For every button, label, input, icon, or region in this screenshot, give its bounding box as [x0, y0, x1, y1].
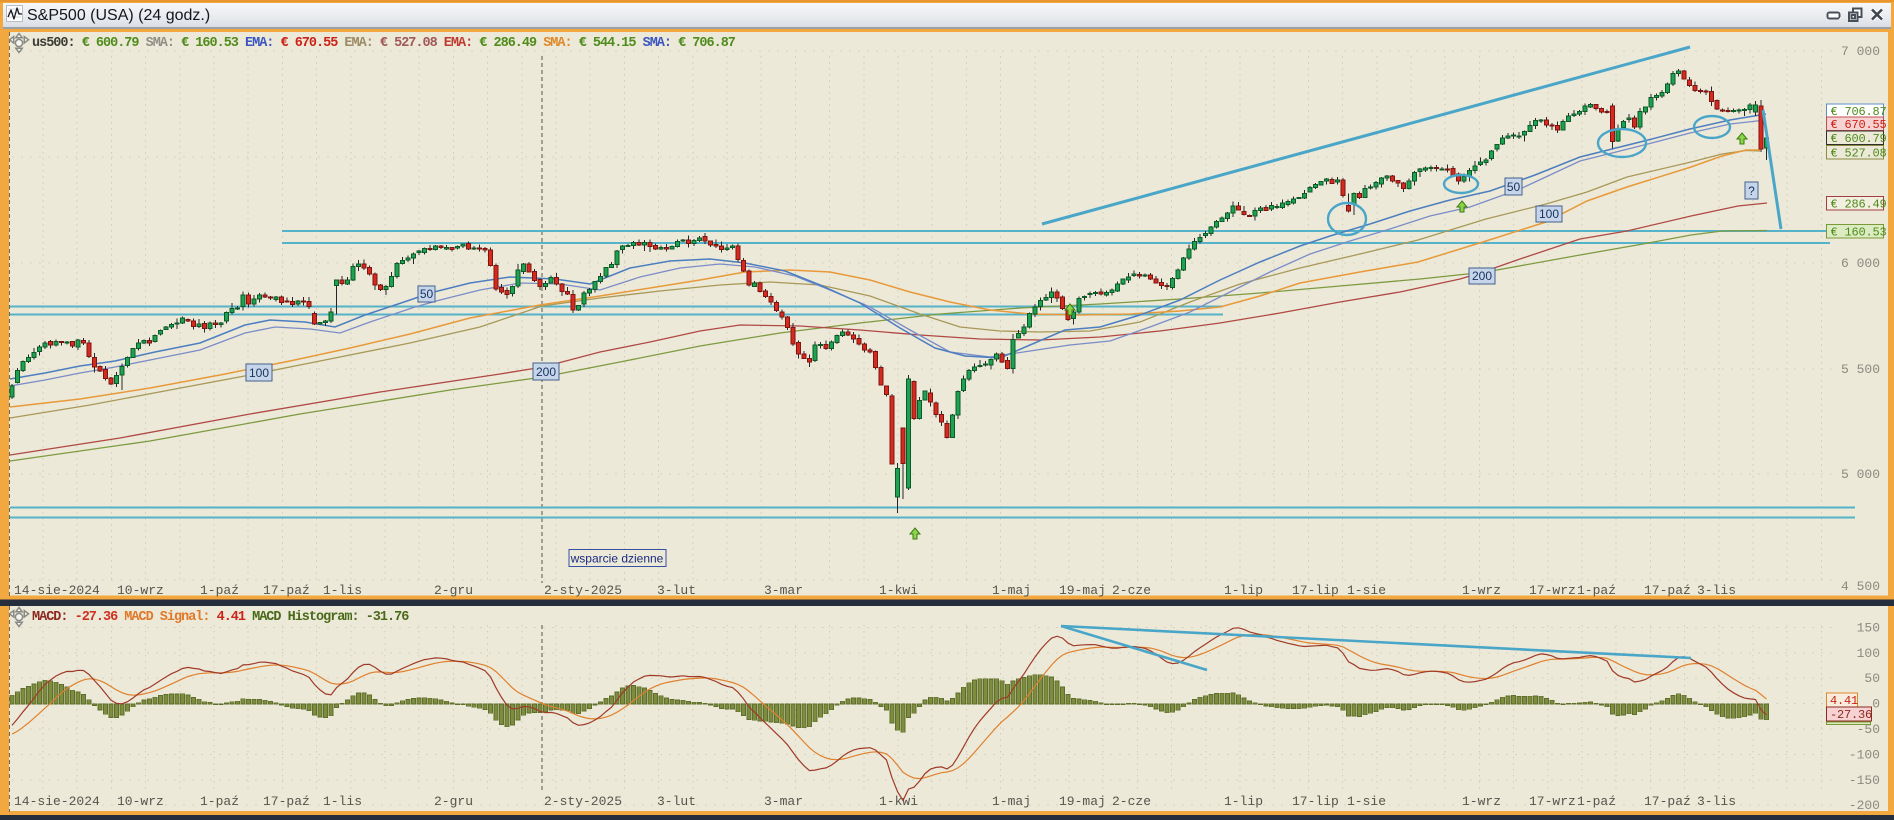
svg-text:17-lip: 17-lip: [1292, 583, 1339, 598]
svg-text:MACD Signal:: MACD Signal:: [124, 610, 216, 625]
svg-text:?: ?: [1748, 184, 1755, 198]
svg-text:200: 200: [536, 365, 556, 379]
svg-text:17-paź: 17-paź: [1644, 794, 1691, 809]
svg-text:€ 286.49: € 286.49: [479, 36, 543, 51]
svg-text:17-lip: 17-lip: [1292, 794, 1339, 809]
svg-text:14-sie-2024: 14-sie-2024: [14, 583, 100, 598]
svg-text:1-paź: 1-paź: [1577, 583, 1616, 598]
svg-text:€ 544.15: € 544.15: [579, 36, 643, 51]
svg-text:EMA:: EMA:: [245, 36, 281, 51]
svg-text:SMA:: SMA:: [146, 36, 182, 51]
svg-text:€ 600.79: € 600.79: [1831, 132, 1887, 146]
svg-text:3-lis: 3-lis: [1697, 794, 1736, 809]
svg-text:1-paź: 1-paź: [200, 794, 239, 809]
svg-text:€ 706.87: € 706.87: [678, 36, 736, 51]
svg-text:14-sie-2024: 14-sie-2024: [14, 794, 100, 809]
svg-text:6 000: 6 000: [1841, 256, 1880, 271]
svg-text:0: 0: [1872, 697, 1880, 712]
svg-text:€ 670.55: € 670.55: [281, 36, 345, 51]
svg-text:-27.36: -27.36: [75, 610, 125, 625]
svg-text:MACD:: MACD:: [32, 610, 75, 625]
svg-text:1-maj: 1-maj: [992, 583, 1031, 598]
svg-text:2-cze: 2-cze: [1112, 794, 1151, 809]
svg-text:7 000: 7 000: [1841, 44, 1880, 59]
svg-text:100: 100: [249, 366, 269, 380]
svg-text:10-wrz: 10-wrz: [117, 583, 164, 598]
svg-text:-150: -150: [1849, 773, 1880, 788]
svg-text:€ 160.53: € 160.53: [1831, 225, 1887, 239]
svg-text:19-maj: 19-maj: [1059, 583, 1106, 598]
svg-text:SMA:: SMA:: [543, 36, 579, 51]
svg-text:€ 286.49: € 286.49: [1831, 197, 1887, 211]
svg-text:4 500: 4 500: [1841, 579, 1880, 594]
svg-text:-50: -50: [1857, 722, 1880, 737]
svg-text:17-wrz: 17-wrz: [1529, 794, 1576, 809]
svg-text:2-cze: 2-cze: [1112, 583, 1151, 598]
svg-text:17-paź: 17-paź: [263, 794, 310, 809]
svg-text:1-sie: 1-sie: [1347, 794, 1386, 809]
svg-text:1-wrz: 1-wrz: [1462, 583, 1501, 598]
svg-text:5 500: 5 500: [1841, 362, 1880, 377]
svg-text:€ 527.08: € 527.08: [1831, 146, 1887, 160]
svg-text:1-lip: 1-lip: [1224, 794, 1263, 809]
svg-text:100: 100: [1539, 207, 1559, 221]
svg-text:1-maj: 1-maj: [992, 794, 1031, 809]
svg-text:€ 706.87: € 706.87: [1831, 105, 1887, 119]
svg-text:SMA:: SMA:: [643, 36, 679, 51]
svg-text:2-gru: 2-gru: [434, 583, 473, 598]
svg-text:us500:: us500:: [32, 36, 82, 51]
svg-text:-100: -100: [1849, 747, 1880, 762]
svg-text:100: 100: [1857, 646, 1880, 661]
svg-text:1-paź: 1-paź: [1577, 794, 1616, 809]
svg-text:1-paź: 1-paź: [200, 583, 239, 598]
svg-text:17-paź: 17-paź: [263, 583, 310, 598]
svg-text:1-lis: 1-lis: [323, 583, 362, 598]
svg-text:1-sie: 1-sie: [1347, 583, 1386, 598]
svg-text:1-lip: 1-lip: [1224, 583, 1263, 598]
svg-text:€ 670.55: € 670.55: [1831, 118, 1887, 132]
svg-text:1-lis: 1-lis: [323, 794, 362, 809]
svg-text:-31.76: -31.76: [366, 610, 410, 625]
svg-text:EMA:: EMA:: [344, 36, 380, 51]
svg-text:50: 50: [420, 287, 434, 301]
svg-text:3-mar: 3-mar: [764, 794, 803, 809]
svg-text:wsparcie dzienne: wsparcie dzienne: [570, 552, 664, 566]
svg-text:10-wrz: 10-wrz: [117, 794, 164, 809]
svg-text:50: 50: [1864, 671, 1880, 686]
svg-text:5 000: 5 000: [1841, 467, 1880, 482]
svg-text:3-mar: 3-mar: [764, 583, 803, 598]
svg-text:150: 150: [1857, 620, 1880, 635]
svg-text:1-kwi: 1-kwi: [879, 794, 918, 809]
svg-text:19-maj: 19-maj: [1059, 794, 1106, 809]
svg-text:2-sty-2025: 2-sty-2025: [544, 794, 622, 809]
svg-text:17-paź: 17-paź: [1644, 583, 1691, 598]
svg-text:3-lis: 3-lis: [1697, 583, 1736, 598]
svg-text:EMA:: EMA:: [444, 36, 480, 51]
svg-text:2-gru: 2-gru: [434, 794, 473, 809]
svg-text:MACD Histogram:: MACD Histogram:: [252, 610, 366, 625]
svg-text:3-lut: 3-lut: [657, 583, 696, 598]
svg-text:4.41: 4.41: [1830, 694, 1858, 708]
svg-text:1-kwi: 1-kwi: [879, 583, 918, 598]
svg-text:€ 527.08: € 527.08: [380, 36, 444, 51]
svg-text:4.41: 4.41: [217, 610, 253, 625]
svg-text:€ 600.79: € 600.79: [82, 36, 146, 51]
svg-text:200: 200: [1472, 269, 1492, 283]
svg-text:3-lut: 3-lut: [657, 794, 696, 809]
svg-text:17-wrz: 17-wrz: [1529, 583, 1576, 598]
svg-text:€ 160.53: € 160.53: [181, 36, 245, 51]
svg-text:S&P500 (USA) (24 godz.): S&P500 (USA) (24 godz.): [27, 7, 210, 24]
svg-text:2-sty-2025: 2-sty-2025: [544, 583, 622, 598]
svg-text:-27.36: -27.36: [1830, 708, 1872, 722]
svg-text:1-wrz: 1-wrz: [1462, 794, 1501, 809]
svg-text:-200: -200: [1849, 798, 1880, 813]
svg-text:50: 50: [1507, 180, 1521, 194]
